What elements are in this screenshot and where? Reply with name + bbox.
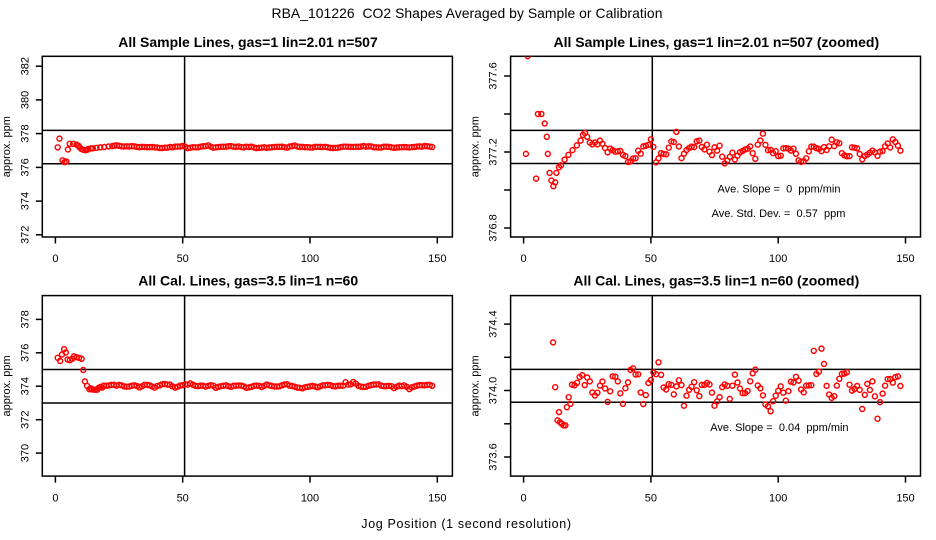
svg-text:374: 374 xyxy=(19,377,31,395)
svg-text:50: 50 xyxy=(177,493,189,505)
svg-text:approx. ppm: approx. ppm xyxy=(1,116,13,177)
svg-text:All Sample Lines, gas=1 lin=2.: All Sample Lines, gas=1 lin=2.01 n=507 (… xyxy=(553,34,879,50)
svg-text:Jog Position (1 second resolut: Jog Position (1 second resolution) xyxy=(361,517,571,531)
svg-text:374: 374 xyxy=(19,192,31,210)
svg-text:377.2: 377.2 xyxy=(488,138,500,166)
svg-text:0: 0 xyxy=(521,493,527,505)
svg-text:376: 376 xyxy=(19,158,31,176)
svg-text:50: 50 xyxy=(177,253,189,265)
svg-text:382: 382 xyxy=(19,57,31,75)
svg-text:376.8: 376.8 xyxy=(488,214,500,242)
svg-text:approx. ppm: approx. ppm xyxy=(469,355,481,416)
svg-text:370: 370 xyxy=(19,444,31,462)
svg-text:372: 372 xyxy=(19,226,31,244)
svg-text:approx. ppm: approx. ppm xyxy=(469,116,481,177)
svg-text:0: 0 xyxy=(521,253,527,265)
svg-text:RBA_101226 CO2 Shapes Average: RBA_101226 CO2 Shapes Averaged by Sample… xyxy=(272,5,663,21)
svg-text:All Cal. Lines, gas=3.5 lin=1: All Cal. Lines, gas=3.5 lin=1 n=60 xyxy=(138,273,358,289)
svg-text:150: 150 xyxy=(428,253,446,265)
svg-text:378: 378 xyxy=(19,310,31,328)
svg-text:150: 150 xyxy=(896,253,914,265)
svg-text:378: 378 xyxy=(19,124,31,142)
svg-text:50: 50 xyxy=(645,493,657,505)
svg-text:0: 0 xyxy=(52,493,58,505)
svg-text:100: 100 xyxy=(769,493,787,505)
svg-text:Ave. Slope = 0 ppm/min: Ave. Slope = 0 ppm/min xyxy=(717,183,840,195)
svg-text:50: 50 xyxy=(645,253,657,265)
svg-text:Ave. Std. Dev. = 0.57 ppm: Ave. Std. Dev. = 0.57 ppm xyxy=(712,208,846,220)
svg-text:All Sample Lines, gas=1 lin=2.: All Sample Lines, gas=1 lin=2.01 n=507 xyxy=(118,34,378,50)
svg-text:All Cal. Lines, gas=3.5 lin=1: All Cal. Lines, gas=3.5 lin=1 n=60 (zoom… xyxy=(573,273,859,289)
svg-text:100: 100 xyxy=(301,493,319,505)
svg-text:374.4: 374.4 xyxy=(488,310,500,338)
svg-text:150: 150 xyxy=(896,493,914,505)
svg-text:100: 100 xyxy=(769,253,787,265)
svg-text:373.6: 373.6 xyxy=(488,443,500,471)
svg-text:150: 150 xyxy=(428,493,446,505)
svg-text:0: 0 xyxy=(52,253,58,265)
svg-text:380: 380 xyxy=(19,91,31,109)
svg-text:374.0: 374.0 xyxy=(488,377,500,405)
svg-text:372: 372 xyxy=(19,411,31,429)
svg-text:377.6: 377.6 xyxy=(488,62,500,90)
svg-text:approx. ppm: approx. ppm xyxy=(1,355,13,416)
svg-text:Ave. Slope = 0.04 ppm/min: Ave. Slope = 0.04 ppm/min xyxy=(710,422,848,434)
svg-text:100: 100 xyxy=(301,253,319,265)
svg-text:376: 376 xyxy=(19,344,31,362)
